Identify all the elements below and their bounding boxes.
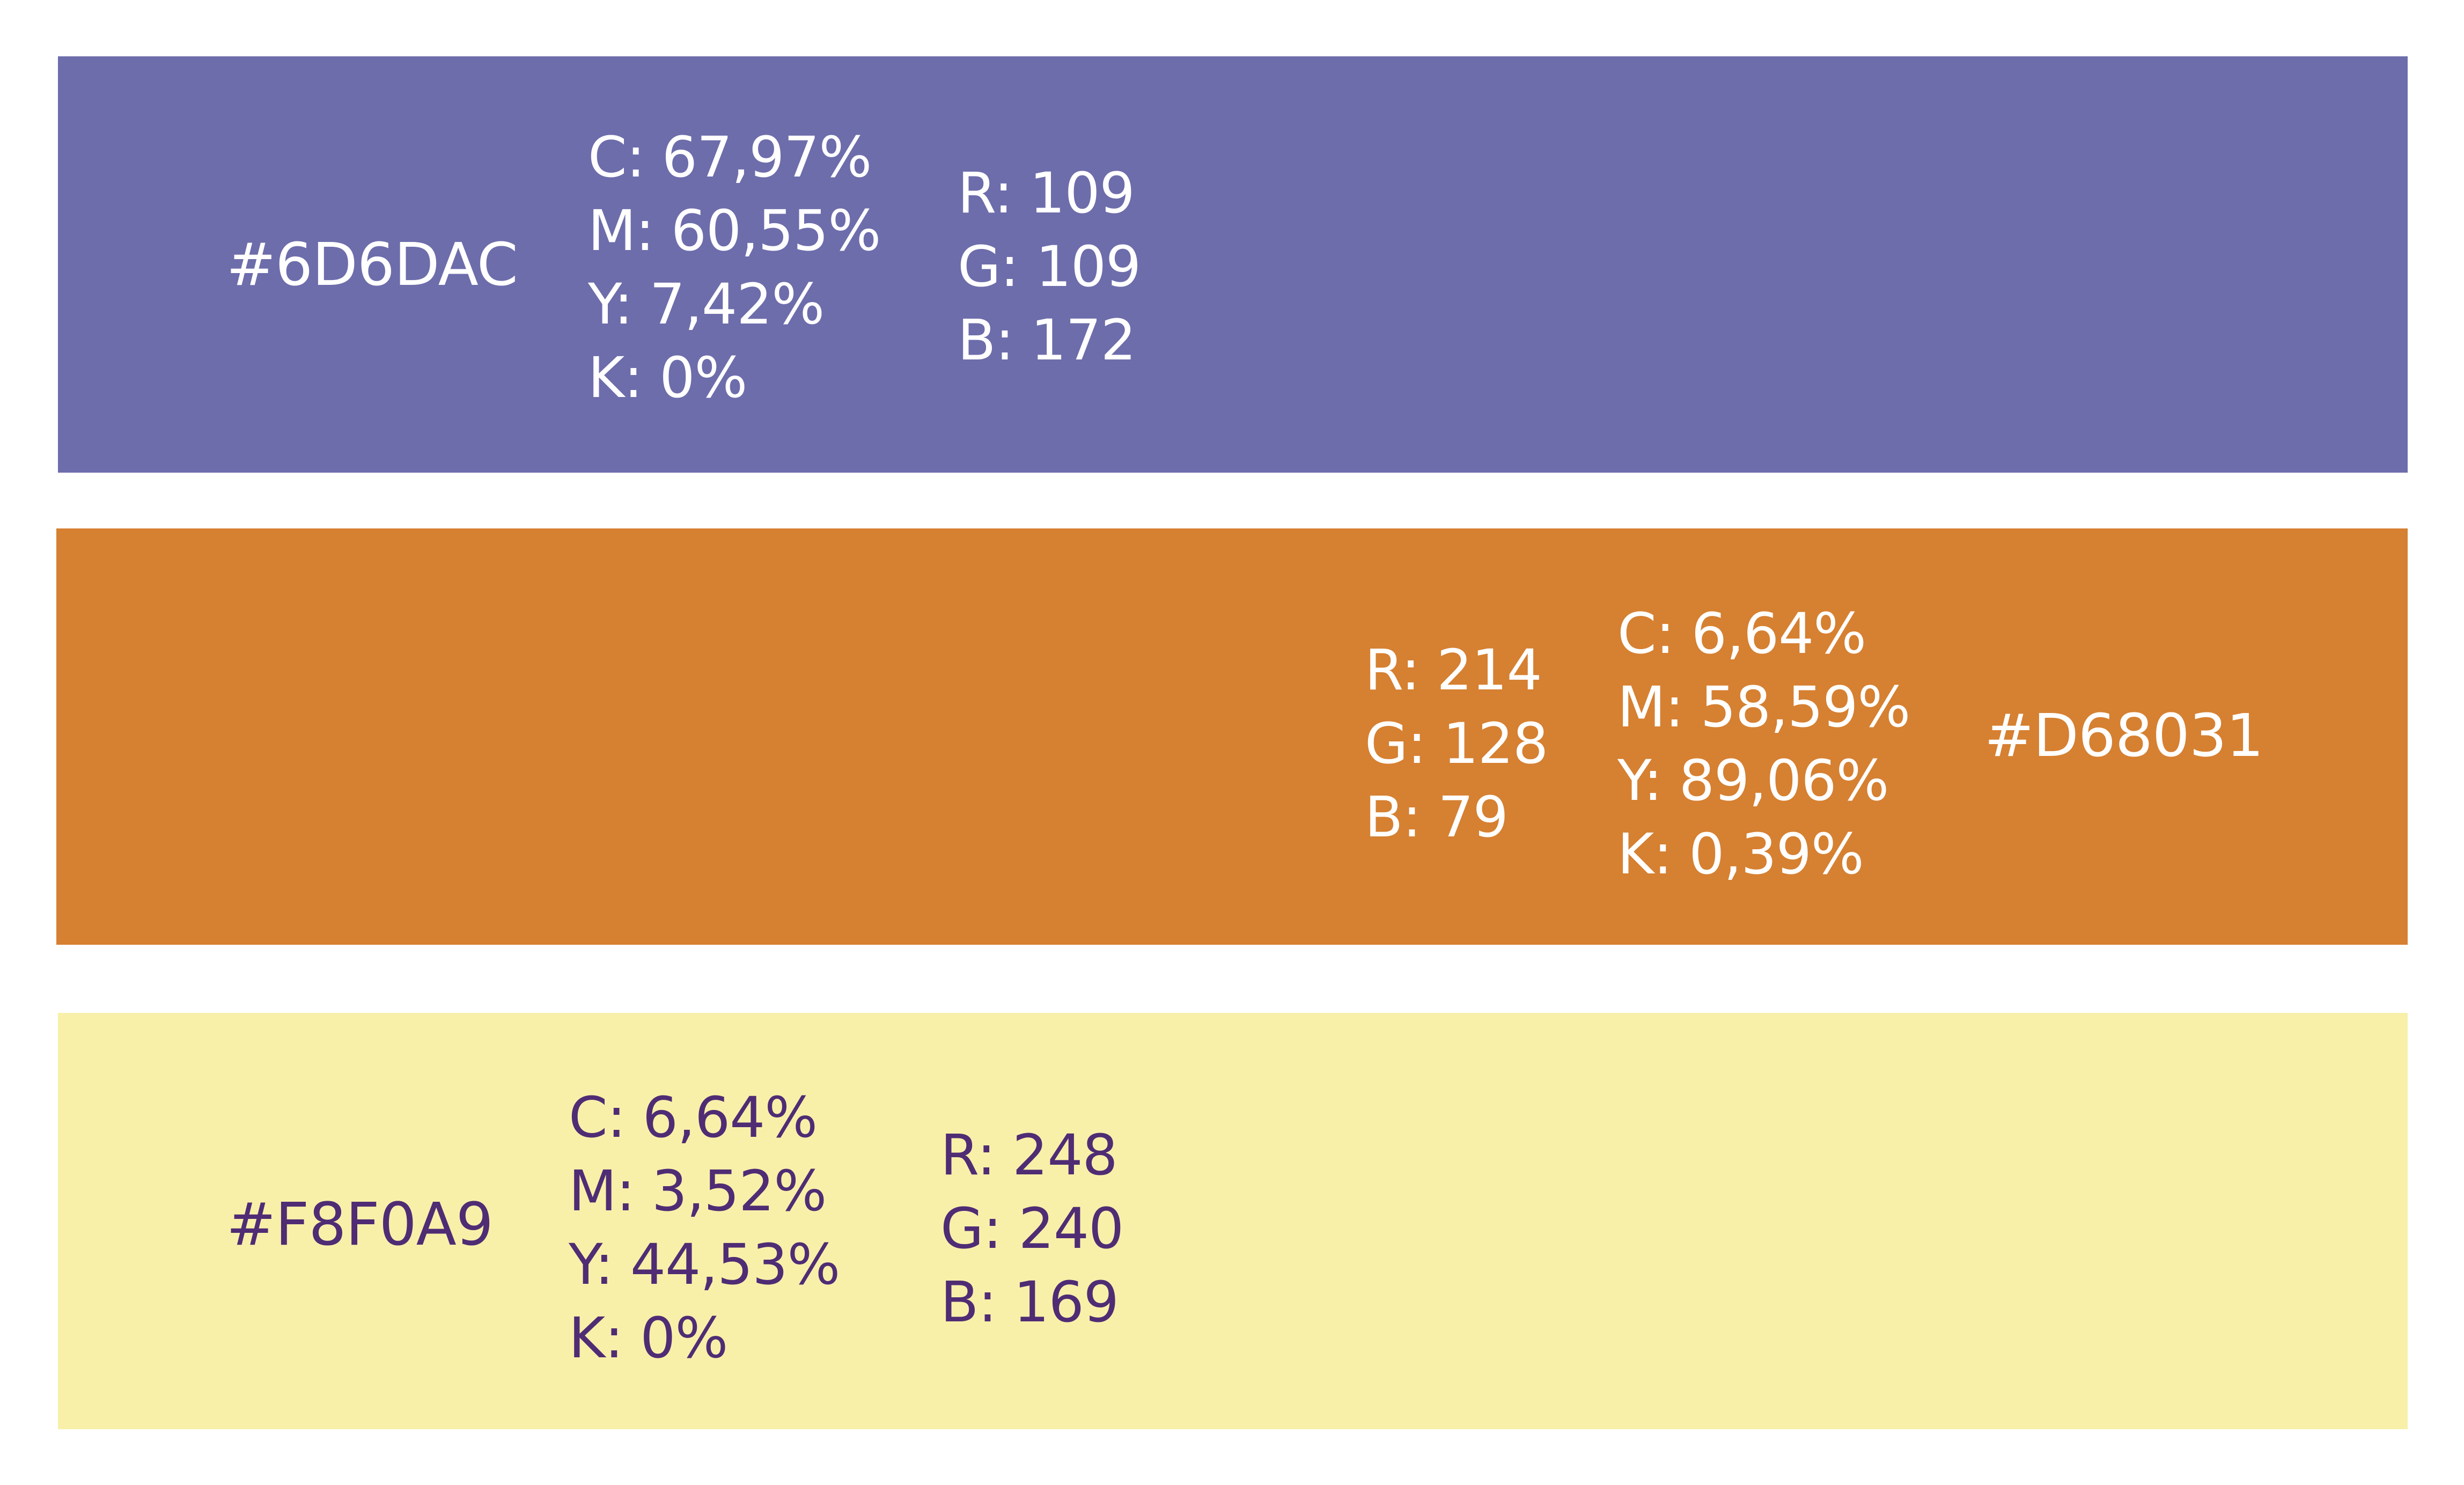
- cmyk-y: Y: 7,42%: [588, 271, 825, 337]
- rgb-b: B: 79: [1365, 784, 1509, 850]
- cmyk-c: C: 6,64%: [1617, 601, 1866, 666]
- rgb-g: G: 128: [1365, 711, 1548, 776]
- rgb-r: R: 109: [958, 160, 1135, 226]
- cmyk-m: M: 3,52%: [569, 1158, 827, 1224]
- color-swatch-yellow: #F8F0A9 C: 6,64% M: 3,52% Y: 44,53% K: 0…: [58, 1013, 2408, 1429]
- cmyk-k: K: 0%: [569, 1305, 728, 1371]
- cmyk-k: K: 0%: [588, 345, 747, 410]
- cmyk-m: M: 58,59%: [1617, 674, 1910, 740]
- hex-code: #D68031: [1984, 701, 2264, 770]
- rgb-g: G: 109: [958, 234, 1141, 299]
- rgb-b: B: 172: [958, 307, 1136, 373]
- cmyk-m: M: 60,55%: [588, 198, 881, 263]
- cmyk-y: Y: 89,06%: [1617, 748, 1889, 813]
- rgb-r: R: 248: [940, 1122, 1118, 1188]
- cmyk-values: C: 6,64% M: 3,52% Y: 44,53% K: 0%: [569, 1081, 840, 1375]
- color-swatch-orange: R: 214 G: 128 B: 79 C: 6,64% M: 58,59% Y…: [56, 528, 2408, 945]
- hex-code: #6D6DAC: [226, 230, 518, 299]
- rgb-values: R: 109 G: 109 B: 172: [958, 157, 1141, 377]
- cmyk-c: C: 67,97%: [588, 124, 872, 190]
- rgb-r: R: 214: [1365, 637, 1542, 703]
- rgb-values: R: 248 G: 240 B: 169: [940, 1119, 1124, 1339]
- rgb-values: R: 214 G: 128 B: 79: [1365, 634, 1548, 854]
- cmyk-values: C: 6,64% M: 58,59% Y: 89,06% K: 0,39%: [1617, 597, 1910, 891]
- cmyk-y: Y: 44,53%: [569, 1232, 840, 1297]
- rgb-g: G: 240: [940, 1196, 1124, 1261]
- hex-code: #F8F0A9: [226, 1190, 494, 1259]
- cmyk-values: C: 67,97% M: 60,55% Y: 7,42% K: 0%: [588, 121, 881, 415]
- color-swatch-purple: #6D6DAC C: 67,97% M: 60,55% Y: 7,42% K: …: [58, 56, 2408, 473]
- cmyk-c: C: 6,64%: [569, 1085, 818, 1150]
- rgb-b: B: 169: [940, 1269, 1119, 1335]
- cmyk-k: K: 0,39%: [1617, 821, 1864, 887]
